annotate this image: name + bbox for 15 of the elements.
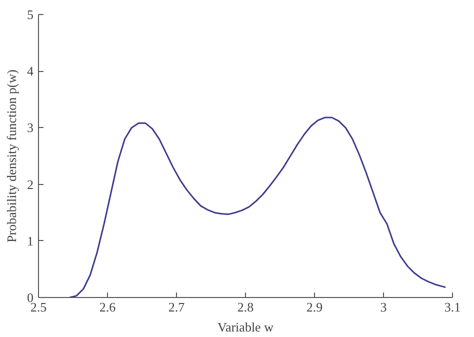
y-tick-label: 4: [27, 64, 34, 79]
x-tick-label: 2.7: [168, 300, 186, 314]
y-tick-label: 3: [27, 120, 34, 136]
y-tick-label: 0: [27, 290, 34, 305]
y-tick-label: 2: [27, 176, 34, 192]
y-tick-label: 1: [27, 233, 34, 248]
x-tick-label: 3: [380, 300, 387, 314]
x-tick-label: 3.1: [444, 300, 461, 314]
y-axis-title: Probability density function p(w): [4, 70, 19, 242]
line-series: [68, 116, 446, 298]
x-tick-label: 2.9: [306, 300, 323, 314]
x-tick-label: 2.6: [99, 300, 116, 314]
y-tick-label: 5: [27, 7, 34, 22]
x-tick-label: 2.8: [237, 300, 254, 314]
x-axis-title: Variable w: [218, 320, 274, 334]
